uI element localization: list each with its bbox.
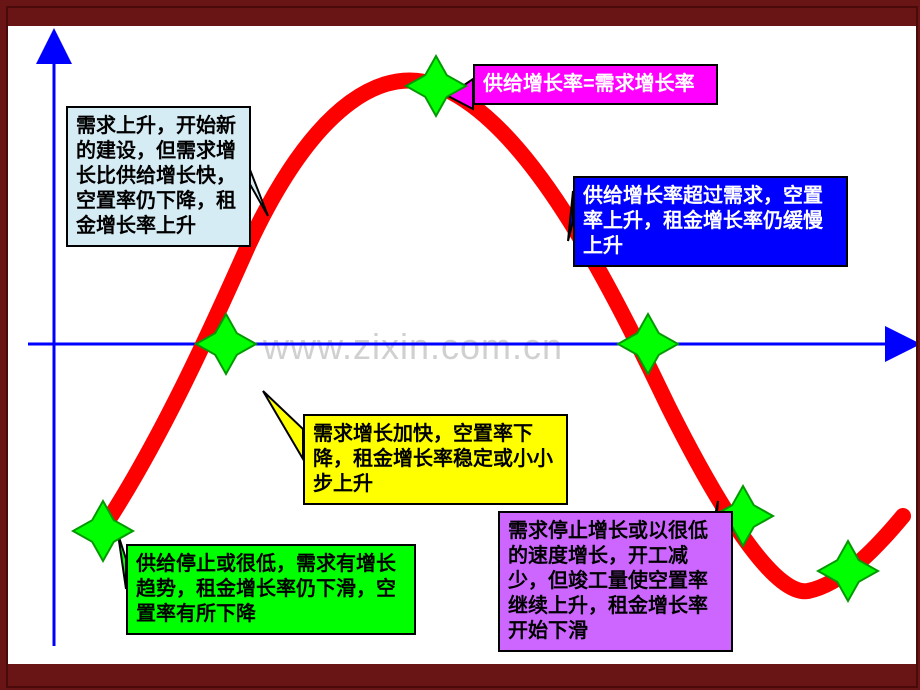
callout-rising-start: 需求上升，开始新的建设，但需求增长比供给增长快，空置率仍下降，租金增长率上升 <box>66 106 251 247</box>
callout-decline: 需求停止增长或以很低的速度增长，开工减少，但竣工量使空置率继续上升，租金增长率开… <box>498 511 733 652</box>
callout-accelerating-text: 需求增长加快，空置率下降，租金增长率稳定或小小步上升 <box>313 423 553 495</box>
callout-trough: 供给停止或很低，需求有增长趋势，租金增长率仍下滑，空置率有所下降 <box>126 544 416 635</box>
callout-peak: 供给增长率=需求增长率 <box>473 64 718 105</box>
callout-peak-text: 供给增长率=需求增长率 <box>483 73 695 95</box>
callout-trough-text: 供给停止或很低，需求有增长趋势，租金增长率仍下滑，空置率有所下降 <box>136 553 396 625</box>
callout-post-peak: 供给增长率超过需求，空置率上升，租金增长率仍缓慢上升 <box>573 176 848 267</box>
footer-bar <box>8 664 916 686</box>
callout-decline-text: 需求停止增长或以很低的速度增长，开工减少，但竣工量使空置率继续上升，租金增长率开… <box>508 520 708 642</box>
header-bar <box>8 8 916 26</box>
callout-accelerating: 需求增长加快，空置率下降，租金增长率稳定或小小步上升 <box>303 414 568 505</box>
slide-frame: www.zixin.com.cn 供给增长率=需求增长率 需求上升，开始新的建设… <box>6 6 918 688</box>
diagram-canvas: www.zixin.com.cn 供给增长率=需求增长率 需求上升，开始新的建设… <box>8 26 916 662</box>
callout-rising-start-text: 需求上升，开始新的建设，但需求增长比供给增长快，空置率仍下降，租金增长率上升 <box>76 115 236 237</box>
callout-post-peak-text: 供给增长率超过需求，空置率上升，租金增长率仍缓慢上升 <box>583 185 823 257</box>
